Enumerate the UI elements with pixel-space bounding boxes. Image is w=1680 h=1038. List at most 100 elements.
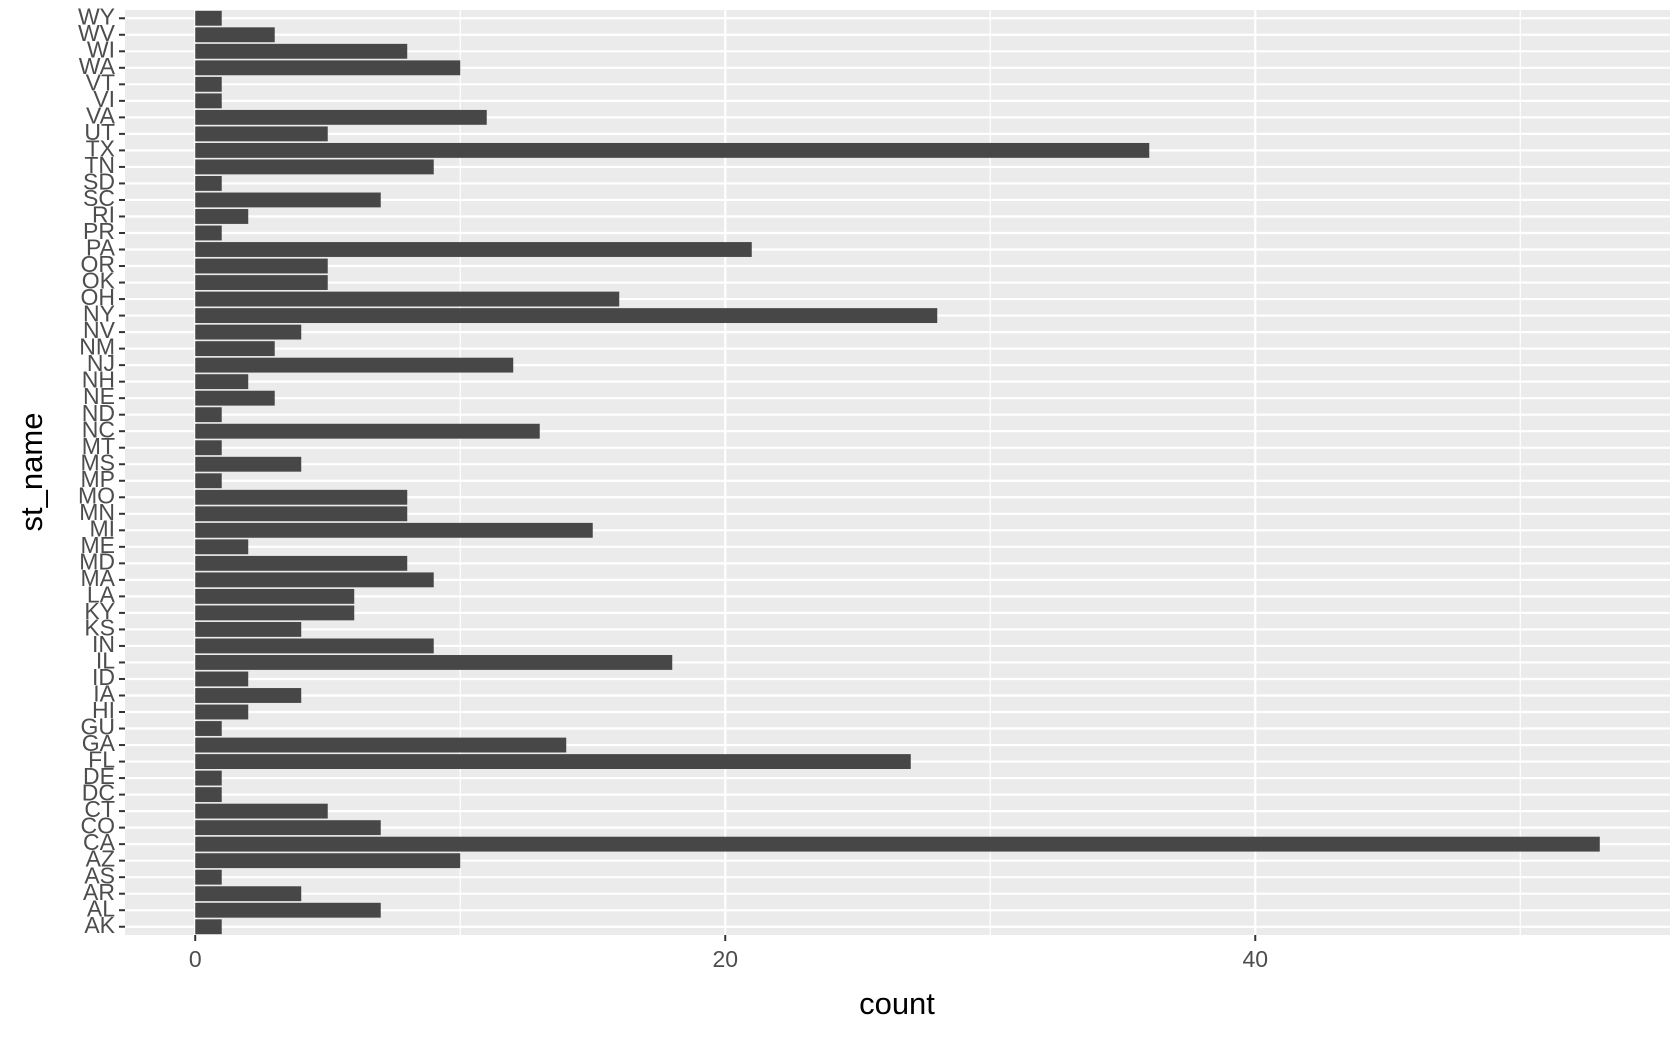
- bar: [195, 357, 514, 373]
- y-tick-label: WA: [79, 53, 116, 79]
- bar: [195, 621, 302, 637]
- y-tick-label: LA: [87, 581, 116, 607]
- bar: [195, 275, 328, 290]
- y-tick-label: ME: [81, 532, 116, 558]
- bar: [195, 242, 752, 257]
- bar: [195, 291, 620, 307]
- y-tick-label: VI: [93, 86, 115, 112]
- bar: [195, 27, 275, 43]
- bar: [195, 324, 302, 340]
- bar: [195, 176, 222, 191]
- y-tick-label: GU: [81, 714, 116, 740]
- bar: [195, 192, 381, 208]
- y-tick-label: AK: [84, 912, 115, 938]
- y-tick-label: WV: [78, 20, 116, 46]
- bar: [195, 737, 567, 753]
- bar: [195, 803, 328, 819]
- y-tick-label: OH: [81, 284, 116, 310]
- bar: [195, 721, 222, 736]
- bar: [195, 539, 249, 555]
- y-tick-label: SC: [83, 185, 115, 211]
- bar: [195, 473, 222, 489]
- y-tick-label: MI: [89, 515, 115, 541]
- bar: [195, 671, 249, 687]
- x-tick-label: 0: [189, 946, 202, 972]
- bar: [195, 76, 222, 92]
- y-tick-label: KY: [84, 598, 115, 624]
- bar: [195, 341, 275, 357]
- y-tick-label: DC: [82, 780, 115, 806]
- bar: [195, 109, 487, 125]
- bar: [195, 770, 222, 786]
- y-tick-label: KS: [84, 614, 115, 640]
- y-tick-label: CT: [84, 796, 115, 822]
- bar: [195, 522, 593, 538]
- y-tick-label: TN: [84, 152, 115, 178]
- y-tick-label: MS: [81, 449, 116, 475]
- y-tick-label: WI: [87, 36, 115, 62]
- bar: [195, 820, 381, 836]
- bar: [195, 60, 461, 76]
- y-tick-label: NM: [79, 334, 115, 360]
- bar: [195, 159, 434, 175]
- bar: [195, 902, 381, 918]
- y-tick-label: NV: [83, 317, 116, 343]
- bar: [195, 440, 222, 456]
- bar: [195, 853, 461, 869]
- bar: [195, 919, 222, 935]
- y-tick-label: TX: [86, 135, 115, 161]
- y-tick-label: PA: [86, 235, 116, 261]
- bar: [195, 209, 249, 224]
- y-tick-label: WY: [78, 3, 115, 29]
- bar: [195, 423, 540, 439]
- y-tick-label: ND: [82, 400, 115, 426]
- x-tick-label: 40: [1242, 946, 1268, 972]
- y-axis-title: st_name: [14, 413, 49, 532]
- bar: [195, 754, 911, 769]
- y-tick-label: VA: [86, 102, 116, 128]
- y-tick-label: NE: [83, 383, 115, 409]
- y-tick-label: IN: [92, 631, 115, 657]
- bar: [195, 258, 328, 274]
- bar: [195, 572, 434, 588]
- bar: [195, 489, 408, 505]
- y-tick-label: VT: [86, 69, 115, 95]
- bar: [195, 836, 1600, 852]
- bar: [195, 10, 222, 26]
- bar: [195, 638, 434, 654]
- y-tick-label: FL: [88, 747, 115, 773]
- bar: [195, 142, 1150, 158]
- y-tick-label: SD: [83, 169, 115, 195]
- y-tick-label: AL: [87, 895, 115, 921]
- y-tick-label: AZ: [86, 846, 115, 872]
- bar: [195, 588, 355, 604]
- y-tick-label: OK: [82, 268, 116, 294]
- y-tick-label: ID: [92, 664, 115, 690]
- bar: [195, 688, 302, 703]
- y-tick-label: NC: [82, 416, 115, 442]
- bar: [195, 886, 302, 902]
- y-tick-label: MA: [81, 565, 116, 591]
- bar: [195, 456, 302, 472]
- bar: [195, 93, 222, 109]
- y-tick-label: IL: [96, 648, 115, 674]
- bar: [195, 374, 249, 390]
- y-tick-label: CO: [81, 813, 116, 839]
- bar: [195, 126, 328, 142]
- bar: [195, 308, 938, 324]
- y-tick-label: NJ: [87, 350, 115, 376]
- bar: [195, 655, 673, 670]
- y-tick-label: IA: [93, 681, 115, 707]
- bar: [195, 704, 249, 720]
- y-tick-label: RI: [92, 202, 115, 228]
- bar: [195, 43, 408, 59]
- y-tick-label: AR: [83, 879, 115, 905]
- bar: [195, 225, 222, 241]
- y-tick-label: DE: [83, 763, 115, 789]
- y-tick-label: MD: [79, 548, 115, 574]
- y-tick-label: NY: [83, 301, 115, 327]
- y-tick-label: HI: [92, 697, 115, 723]
- bar: [195, 605, 355, 621]
- x-axis-title: count: [859, 986, 935, 1021]
- y-tick-label: MO: [78, 482, 115, 508]
